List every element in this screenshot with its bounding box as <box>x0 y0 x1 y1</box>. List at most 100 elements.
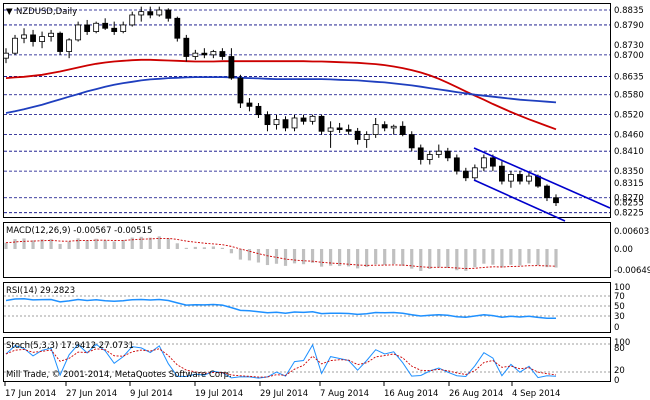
rsi-tick-50: 50 <box>614 302 625 312</box>
macd-bar <box>265 249 270 266</box>
macd-bar <box>31 240 35 249</box>
candle[interactable] <box>300 114 307 125</box>
candle[interactable] <box>273 114 280 130</box>
candle[interactable] <box>156 6 163 17</box>
candle[interactable] <box>354 127 361 145</box>
candle[interactable] <box>444 147 451 162</box>
candle[interactable] <box>526 172 532 185</box>
candle[interactable] <box>228 48 235 80</box>
macd-bar <box>157 236 161 249</box>
candle[interactable] <box>21 28 27 44</box>
candle[interactable] <box>553 194 559 207</box>
candle[interactable] <box>111 21 118 35</box>
candle[interactable] <box>309 114 316 125</box>
macd-bar <box>383 249 387 265</box>
candle[interactable] <box>201 48 208 59</box>
price-axis-label: 0.8315 <box>614 179 644 189</box>
candle[interactable] <box>390 124 397 135</box>
price-axis-label: 0.8790 <box>614 21 644 31</box>
rsi-tick-0: 0 <box>614 323 619 333</box>
rsi-level-lines <box>4 295 610 317</box>
candle[interactable] <box>471 164 478 182</box>
macd-bar <box>392 249 396 265</box>
candle[interactable] <box>544 184 550 202</box>
candle[interactable] <box>408 131 415 152</box>
candle[interactable] <box>318 114 325 135</box>
candle[interactable] <box>282 116 289 132</box>
channel-upper-line[interactable] <box>473 147 611 209</box>
price-axis-label: 0.8410 <box>614 147 644 157</box>
candle[interactable] <box>372 117 379 138</box>
candle[interactable] <box>264 111 271 132</box>
candle[interactable] <box>84 19 91 35</box>
candle[interactable] <box>327 121 334 148</box>
candle[interactable] <box>30 29 36 47</box>
candlestick-series <box>3 6 559 207</box>
price-axis-label: 0.8350 <box>614 167 644 177</box>
moving-average-slow-line[interactable] <box>5 76 557 114</box>
candle[interactable] <box>75 21 82 42</box>
candle[interactable] <box>489 154 496 172</box>
candle[interactable] <box>66 38 73 59</box>
channel-lower-line[interactable] <box>473 179 566 222</box>
candle[interactable] <box>3 48 9 64</box>
candle[interactable] <box>381 121 388 132</box>
candle[interactable] <box>93 21 100 34</box>
candle[interactable] <box>517 171 523 185</box>
price-axis-label: 0.8255 <box>614 199 644 209</box>
rsi-panel-frame <box>3 282 611 333</box>
price-axis-label: 0.8700 <box>614 51 644 61</box>
candle[interactable] <box>120 21 127 34</box>
macd-bar <box>175 243 179 249</box>
candle[interactable] <box>399 121 406 137</box>
candle[interactable] <box>417 144 424 165</box>
candle[interactable] <box>462 167 469 182</box>
macd-bar <box>437 249 441 268</box>
candle[interactable] <box>246 98 253 112</box>
price-axis-label: 0.8635 <box>614 72 644 82</box>
candle[interactable] <box>138 6 145 22</box>
candle[interactable] <box>165 8 172 22</box>
candle[interactable] <box>255 103 262 118</box>
time-axis-label: 27 Jun 2014 <box>66 389 117 399</box>
candle[interactable] <box>508 171 514 188</box>
macd-bar <box>491 249 495 265</box>
macd-bar <box>283 249 288 266</box>
candle[interactable] <box>499 161 505 185</box>
time-axis-label: 4 Sep 2014 <box>512 389 560 399</box>
candle[interactable] <box>210 49 217 59</box>
candle[interactable] <box>174 16 181 42</box>
candle[interactable] <box>435 144 442 158</box>
time-axis-label: 19 Jul 2014 <box>195 389 243 399</box>
candle[interactable] <box>147 6 154 19</box>
price-axis-label: 0.8225 <box>614 209 644 219</box>
candle[interactable] <box>291 114 298 132</box>
candle[interactable] <box>183 34 190 62</box>
macd-bar <box>338 249 342 267</box>
time-axis: 17 Jun 2014 27 Jun 2014 9 Jul 2014 19 Jul 2… <box>4 382 560 399</box>
moving-average-fast-line[interactable] <box>5 58 557 131</box>
macd-bar <box>22 238 26 249</box>
candle[interactable] <box>57 31 63 55</box>
candle[interactable] <box>102 18 109 30</box>
macd-bar <box>419 249 423 271</box>
candle[interactable] <box>39 31 45 49</box>
candle[interactable] <box>453 154 460 175</box>
dropdown-triangle-icon[interactable]: ▼ <box>6 7 13 17</box>
macd-bar <box>229 249 234 254</box>
candle[interactable] <box>12 34 18 55</box>
macd-bar <box>148 237 152 249</box>
candle[interactable] <box>363 131 370 148</box>
candle[interactable] <box>129 11 136 27</box>
candle[interactable] <box>237 74 244 109</box>
candle[interactable] <box>336 122 343 133</box>
candle[interactable] <box>345 124 352 135</box>
candle[interactable] <box>48 29 54 42</box>
candle[interactable] <box>219 48 226 60</box>
candle[interactable] <box>192 49 199 60</box>
candle[interactable] <box>480 154 487 172</box>
macd-bar <box>401 249 405 266</box>
candle[interactable] <box>426 151 433 165</box>
